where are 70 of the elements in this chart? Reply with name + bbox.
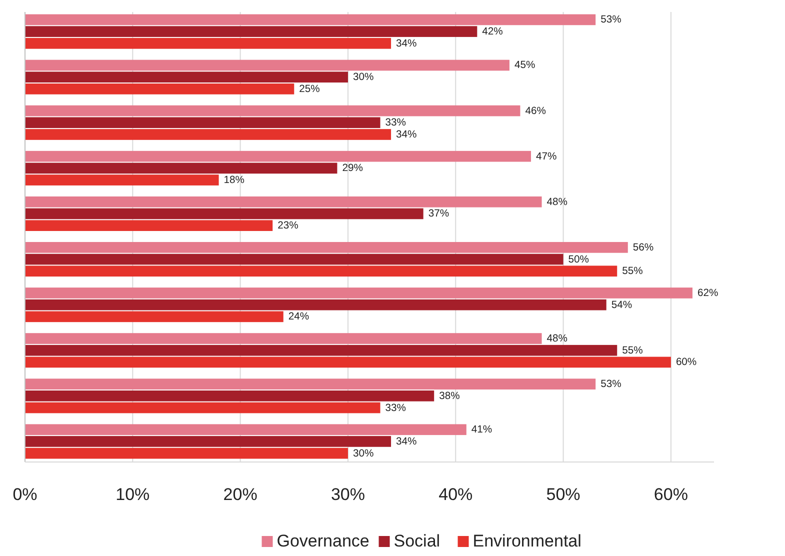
data-label: 48% — [546, 196, 568, 208]
data-label: 62% — [697, 288, 718, 299]
bar — [25, 84, 294, 94]
x-tick-label: 10% — [116, 485, 150, 504]
data-label: 34% — [396, 129, 417, 140]
bar — [25, 129, 392, 140]
data-label: 33% — [385, 402, 406, 414]
bar — [25, 356, 671, 368]
data-label: 55% — [622, 266, 643, 278]
bar — [25, 162, 338, 174]
data-label: 24% — [288, 312, 310, 323]
data-label: 30% — [352, 448, 374, 460]
data-label: 37% — [428, 208, 449, 220]
data-label: 25% — [299, 84, 320, 95]
bar — [25, 299, 606, 310]
bar — [25, 266, 618, 277]
bar — [25, 448, 348, 459]
data-label: 53% — [600, 14, 622, 26]
bar — [25, 14, 596, 26]
data-label: 30% — [352, 72, 374, 84]
data-label: 33% — [385, 118, 406, 129]
bar — [25, 390, 434, 402]
x-tick-label: 20% — [223, 485, 258, 504]
legend-label: Governance — [276, 531, 370, 550]
data-label: 56% — [632, 242, 654, 254]
data-label: 18% — [224, 175, 244, 186]
legend-label: Social — [394, 531, 440, 550]
data-label: 46% — [525, 106, 546, 117]
data-label: 53% — [600, 379, 622, 390]
bar — [25, 196, 542, 208]
data-label: 34% — [396, 436, 417, 448]
data-label: 55% — [622, 345, 643, 356]
data-label: 47% — [536, 151, 557, 162]
bar — [25, 208, 424, 220]
bar — [25, 72, 348, 83]
bar — [25, 38, 392, 49]
bar — [25, 436, 392, 447]
data-label: 48% — [546, 334, 568, 345]
data-label: 23% — [278, 220, 298, 232]
data-label: 54% — [611, 300, 632, 311]
bar — [25, 402, 380, 414]
bar — [25, 424, 466, 436]
x-tick-label: 60% — [654, 485, 688, 504]
bar — [25, 174, 219, 186]
bar — [25, 378, 596, 390]
legend-label: Environmental — [472, 531, 582, 550]
x-tick-label: 50% — [546, 485, 580, 504]
data-label: 41% — [471, 424, 492, 436]
bar — [25, 150, 531, 162]
data-label: 34% — [396, 38, 417, 50]
data-label: 29% — [342, 163, 363, 174]
bar — [25, 254, 564, 265]
x-tick-label: 40% — [438, 485, 473, 504]
bar — [25, 288, 692, 298]
bar — [25, 220, 273, 231]
bar — [25, 311, 284, 322]
bar — [25, 344, 618, 356]
x-tick-label: 0% — [12, 485, 38, 504]
data-label: 45% — [514, 60, 536, 72]
bar — [25, 333, 542, 344]
bar — [25, 60, 510, 71]
bar — [25, 26, 478, 37]
bar — [25, 105, 520, 116]
bar — [25, 117, 380, 128]
data-label: 50% — [568, 254, 589, 266]
data-label: 38% — [439, 390, 460, 402]
data-label: 42% — [482, 26, 503, 38]
bar — [25, 242, 628, 253]
x-tick-label: 30% — [330, 485, 365, 504]
data-label: 60% — [676, 357, 697, 368]
